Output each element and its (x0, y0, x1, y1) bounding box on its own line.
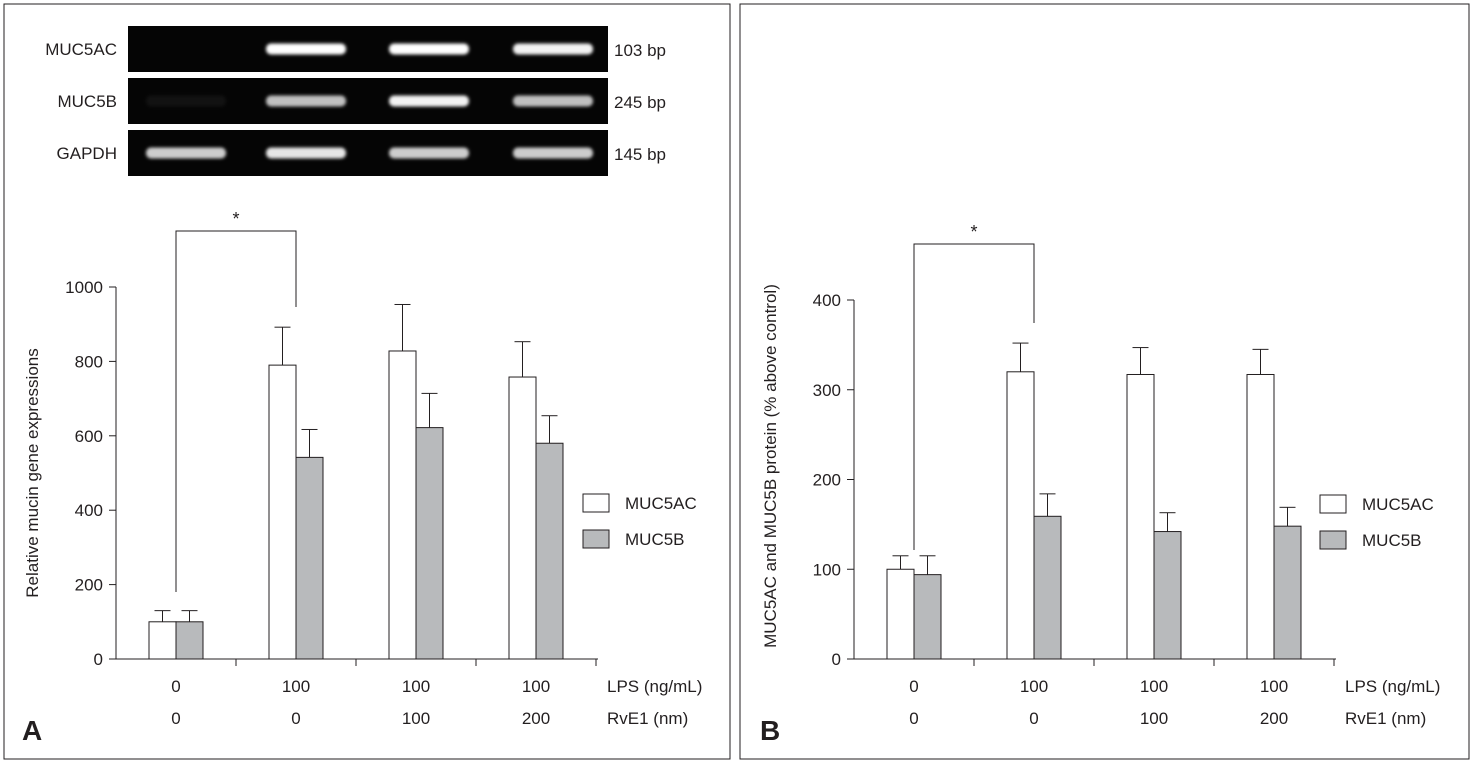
legend-label: MUC5B (1362, 531, 1422, 550)
gel-row-label: GAPDH (57, 144, 117, 163)
y-tick-label: 0 (832, 650, 841, 669)
significance-marker: * (232, 209, 239, 229)
y-tick-label: 600 (75, 427, 103, 446)
gel-band-size: 103 bp (614, 41, 666, 60)
x-group-lps-label: 100 (402, 677, 430, 696)
x-group-lps-label: 0 (171, 677, 180, 696)
chart-b: 0 100 200 300 400 MUC5AC and MUC5B protein (%… (761, 222, 1440, 728)
x-group-lps-label: 100 (282, 677, 310, 696)
bar-muc5b (415, 427, 444, 660)
gel-band (389, 147, 469, 159)
y-tick-label: 300 (813, 381, 841, 400)
x-group-rve1-label: 0 (171, 709, 180, 728)
panel-b-letter: B (760, 715, 780, 746)
legend-label: MUC5AC (625, 494, 697, 513)
bar-muc5ac (508, 376, 537, 660)
x-group-rve1-label: 200 (522, 709, 550, 728)
gel-band-size: 145 bp (614, 145, 666, 164)
bar-muc5b (1153, 531, 1182, 660)
gel-band (266, 147, 346, 159)
bar-muc5b (1033, 515, 1062, 660)
gel-band (146, 147, 226, 159)
y-tick-label: 200 (75, 576, 103, 595)
y-tick-label: 800 (75, 352, 103, 371)
legend-swatch-muc5ac (582, 493, 610, 513)
bar-muc5b (175, 621, 204, 660)
gel-band (513, 147, 593, 159)
bar-muc5ac (1006, 371, 1035, 660)
x-row-label-lps: LPS (ng/mL) (607, 677, 702, 696)
gel-band (266, 95, 346, 107)
x-row-label-rve1: RvE1 (nm) (1345, 709, 1426, 728)
y-tick-label: 1000 (65, 278, 103, 297)
x-group-rve1-label: 0 (291, 709, 300, 728)
panel-a: MUC5AC 103 bp MUC5B 245 bp GAPDH 145 bp 0 200 4… (3, 3, 731, 760)
bar-muc5ac (1246, 373, 1275, 660)
gel-image: MUC5AC 103 bp MUC5B 245 bp GAPDH 145 bp (45, 26, 666, 176)
y-tick-label: 400 (75, 501, 103, 520)
gel-band (513, 95, 593, 107)
legend-label: MUC5AC (1362, 495, 1434, 514)
x-group-rve1-label: 0 (909, 709, 918, 728)
x-group-rve1-label: 0 (1029, 709, 1038, 728)
legend-swatch-muc5ac (1319, 494, 1347, 514)
x-group-lps-label: 100 (1140, 677, 1168, 696)
y-axis-title: Relative mucin gene expressions (23, 348, 42, 597)
gel-band (389, 95, 469, 107)
x-group-lps-label: 100 (1260, 677, 1288, 696)
x-row-label-lps: LPS (ng/mL) (1345, 677, 1440, 696)
bar-muc5ac (148, 621, 177, 660)
x-group-rve1-label: 100 (1140, 709, 1168, 728)
gel-band (146, 95, 226, 107)
x-group-lps-label: 0 (909, 677, 918, 696)
bar-muc5ac (388, 350, 417, 660)
gel-band (513, 43, 593, 55)
legend-label: MUC5B (625, 530, 685, 549)
x-row-label-rve1: RvE1 (nm) (607, 709, 688, 728)
y-tick-label: 0 (94, 650, 103, 669)
y-tick-label: 400 (813, 291, 841, 310)
x-group-lps-label: 100 (1020, 677, 1048, 696)
bar-muc5ac (886, 568, 915, 660)
gel-row-label: MUC5AC (45, 40, 117, 59)
panel-a-letter: A (22, 715, 42, 746)
panel-a-frame (3, 3, 731, 760)
x-group-rve1-label: 100 (402, 709, 430, 728)
bar-muc5b (295, 456, 324, 660)
y-tick-label: 100 (813, 560, 841, 579)
panel-b: 0 100 200 300 400 MUC5AC and MUC5B protein (%… (739, 3, 1470, 760)
gel-row-label: MUC5B (57, 92, 117, 111)
legend-swatch-muc5b (1319, 530, 1347, 550)
significance-marker: * (970, 222, 977, 242)
y-axis-title: MUC5AC and MUC5B protein (% above contro… (761, 284, 780, 648)
bar-muc5b (913, 574, 942, 660)
x-group-lps-label: 100 (522, 677, 550, 696)
gel-band-size: 245 bp (614, 93, 666, 112)
gel-band (389, 43, 469, 55)
y-tick-label: 200 (813, 471, 841, 490)
bar-muc5ac (1126, 373, 1155, 660)
bar-muc5b (535, 442, 564, 660)
x-group-rve1-label: 200 (1260, 709, 1288, 728)
bar-muc5b (1273, 525, 1302, 660)
panel-b-frame (739, 3, 1470, 760)
significance-bracket (913, 243, 1035, 550)
bar-muc5ac (268, 364, 297, 660)
gel-band (266, 43, 346, 55)
significance-bracket (175, 230, 297, 592)
legend-swatch-muc5b (582, 529, 610, 549)
